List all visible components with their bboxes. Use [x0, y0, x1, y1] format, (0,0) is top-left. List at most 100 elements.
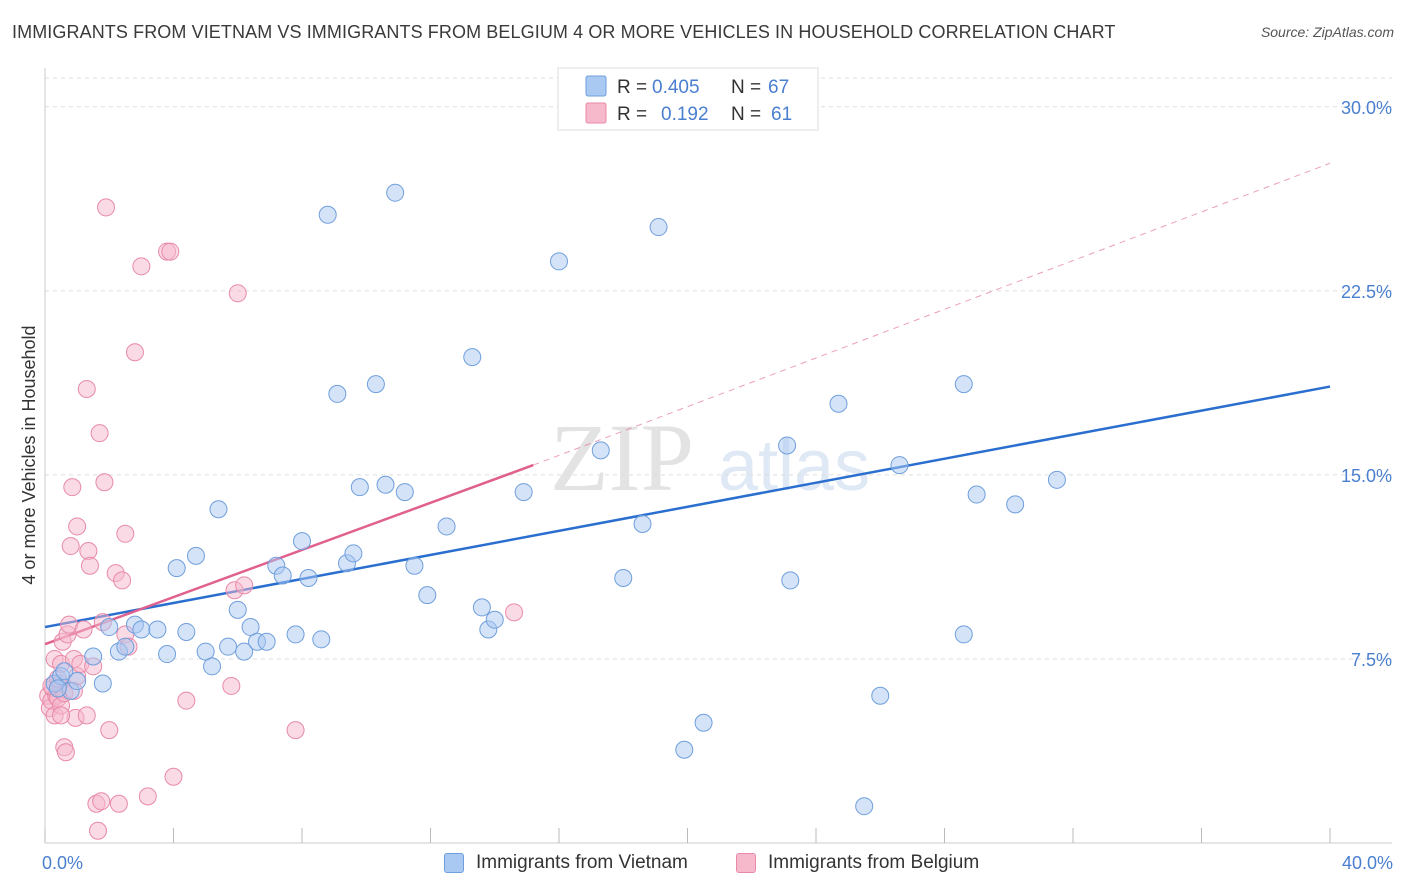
belgium-point	[68, 517, 87, 536]
x-tick-label-min: 0.0%	[42, 853, 83, 873]
vietnam-point	[694, 713, 713, 732]
vietnam-point	[235, 642, 254, 661]
vietnam-point	[55, 662, 74, 681]
vietnam-point	[781, 571, 800, 590]
vietnam-point	[1006, 495, 1025, 514]
legend-item-vietnam[interactable]: Immigrants from Vietnam	[444, 852, 688, 874]
belgium-point	[161, 242, 180, 261]
vietnam-point	[614, 568, 633, 587]
y-tick-label: 7.5%	[1351, 650, 1392, 670]
belgium-point	[80, 556, 99, 575]
vietnam-point	[48, 679, 67, 698]
vietnam-point	[100, 618, 119, 637]
vietnam-point	[328, 384, 347, 403]
belgium-point	[235, 576, 254, 595]
belgium-point	[113, 571, 132, 590]
y-axis-label: 4 or more Vehicles in Household	[19, 325, 39, 584]
x-tick-label-max: 40.0%	[1342, 853, 1393, 873]
vietnam-point	[219, 637, 238, 656]
y-tick-label: 15.0%	[1341, 466, 1392, 486]
vietnam-point	[132, 620, 151, 639]
vietnam-trend-line	[44, 385, 1331, 629]
vietnam-point	[312, 630, 331, 649]
vietnam-point	[209, 500, 228, 519]
belgium-point	[97, 198, 116, 217]
belgium-point	[100, 721, 119, 740]
vietnam-point	[344, 544, 363, 563]
vietnam-point	[855, 797, 874, 816]
legend-belgium-r-label: R =	[617, 104, 647, 125]
vietnam-point	[778, 436, 797, 455]
vietnam-point	[633, 514, 652, 533]
belgium-point	[63, 478, 82, 497]
trend-lines	[44, 162, 1331, 646]
legend-vietnam-r-value: 0.405	[652, 77, 700, 98]
vietnam-point	[675, 740, 694, 759]
watermark-atlas: atlas	[718, 426, 870, 506]
vietnam-point	[203, 657, 222, 676]
vietnam-swatch	[444, 853, 464, 873]
vietnam-point	[167, 559, 186, 578]
belgium-point	[109, 794, 128, 813]
chart-title: IMMIGRANTS FROM VIETNAM VS IMMIGRANTS FR…	[12, 22, 1116, 42]
vietnam-point	[318, 205, 337, 224]
legend-belgium-n-value: 61	[771, 104, 792, 125]
belgium-point	[61, 537, 80, 556]
vietnam-point	[463, 348, 482, 367]
vietnam-point	[366, 375, 385, 394]
belgium-point	[222, 676, 241, 695]
vietnam-point	[158, 645, 177, 664]
vietnam-point	[550, 252, 568, 271]
vietnam-point	[177, 622, 196, 641]
vietnam-point	[829, 394, 848, 413]
vietnam-point	[228, 600, 247, 619]
belgium-point	[77, 380, 96, 399]
vietnam-point	[386, 183, 405, 202]
belgium-point	[92, 792, 111, 811]
vietnam-point	[68, 672, 87, 691]
vietnam-point	[93, 674, 112, 693]
grid-lines	[45, 77, 1392, 660]
vietnam-point	[350, 478, 369, 497]
belgium-point	[132, 257, 151, 276]
tick-labels: 7.5% 15.0% 22.5% 30.0% 0.0% 40.0%	[42, 98, 1393, 873]
vietnam-point	[591, 441, 610, 460]
legend-vietnam-n-label: N =	[731, 77, 761, 98]
series-legend: Immigrants from Vietnam Immigrants from …	[0, 848, 1406, 882]
vietnam-point	[299, 568, 318, 587]
belgium-point	[228, 284, 247, 303]
belgium-point	[286, 721, 305, 740]
legend-belgium-r-value: 0.192	[661, 104, 709, 125]
legend-vietnam-label: Immigrants from Vietnam	[476, 852, 688, 873]
belgium-trend-extension	[533, 162, 1331, 466]
vietnam-point	[871, 686, 890, 705]
y-tick-label: 30.0%	[1341, 98, 1392, 118]
legend-belgium-swatch	[585, 102, 607, 124]
vietnam-point	[84, 647, 103, 666]
belgium-point	[125, 343, 144, 362]
belgium-point	[90, 424, 109, 443]
belgium-point	[138, 787, 157, 806]
belgium-points	[39, 198, 524, 840]
vietnam-point	[376, 475, 395, 494]
vietnam-point	[257, 632, 276, 651]
belgium-point	[164, 767, 183, 786]
belgium-point	[116, 524, 135, 543]
vietnam-point	[1047, 470, 1066, 489]
belgium-point	[74, 620, 93, 639]
belgium-point	[89, 821, 108, 840]
source-credit: Source: ZipAtlas.com	[1260, 24, 1394, 40]
belgium-point	[52, 706, 71, 725]
legend-belgium-label: Immigrants from Belgium	[768, 852, 980, 873]
legend-belgium-n-label: N =	[731, 104, 761, 125]
vietnam-point	[286, 625, 305, 644]
belgium-swatch	[736, 853, 756, 873]
legend-vietnam-swatch	[585, 75, 607, 97]
belgium-point	[95, 473, 114, 492]
watermark-zip: ZIP	[550, 404, 694, 511]
belgium-point	[177, 691, 196, 710]
vietnam-point	[405, 556, 424, 575]
belgium-point	[56, 743, 75, 762]
legend-item-belgium[interactable]: Immigrants from Belgium	[736, 852, 979, 874]
vietnam-point	[890, 456, 909, 475]
